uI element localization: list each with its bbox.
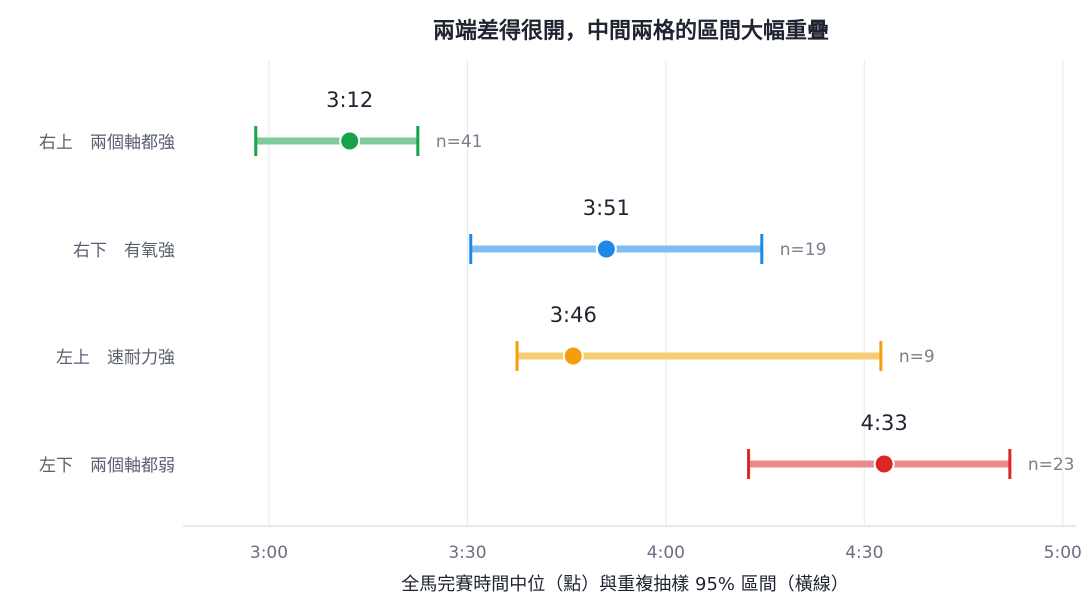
x-tick-label: 4:30 <box>845 543 883 563</box>
sample-size-label: n=9 <box>899 347 935 367</box>
x-tick-layer: 3:00 3:30 4:00 4:30 5:00 <box>250 543 1082 563</box>
sample-size-label: n=41 <box>436 132 483 152</box>
series-interval-group: 3:46 n=9 <box>515 303 935 371</box>
series-layer: 3:12 n=41 3:51 n=19 3:46 n=9 4:33 n=23 <box>254 88 1075 479</box>
x-tick-label: 5:00 <box>1044 543 1082 563</box>
series-interval-group: 3:51 n=19 <box>469 196 827 264</box>
category-label: 右下 有氧強 <box>73 241 175 261</box>
median-point <box>339 130 361 152</box>
category-label: 左下 兩個軸都弱 <box>39 456 175 476</box>
sample-size-label: n=19 <box>780 240 827 260</box>
median-point <box>595 238 617 260</box>
median-point <box>873 453 895 475</box>
x-axis-label: 全馬完賽時間中位（點）與重複抽樣 95% 區間（橫線） <box>401 573 848 595</box>
series-interval-group: 4:33 n=23 <box>747 411 1075 479</box>
median-value-label: 3:46 <box>550 303 597 327</box>
median-value-label: 4:33 <box>861 411 908 435</box>
x-tick-label: 3:00 <box>250 543 288 563</box>
chart-title: 兩端差得很開，中間兩格的區間大幅重疊 <box>433 18 829 44</box>
median-value-label: 3:12 <box>326 88 373 112</box>
sample-size-label: n=23 <box>1028 455 1075 475</box>
x-tick-label: 4:00 <box>647 543 685 563</box>
median-point <box>562 345 584 367</box>
category-label: 右上 兩個軸都強 <box>39 133 175 153</box>
series-interval-group: 3:12 n=41 <box>254 88 483 156</box>
median-value-label: 3:51 <box>583 196 630 220</box>
x-tick-label: 3:30 <box>448 543 486 563</box>
grid-layer <box>268 60 1064 526</box>
category-label: 左上 速耐力強 <box>56 348 175 368</box>
